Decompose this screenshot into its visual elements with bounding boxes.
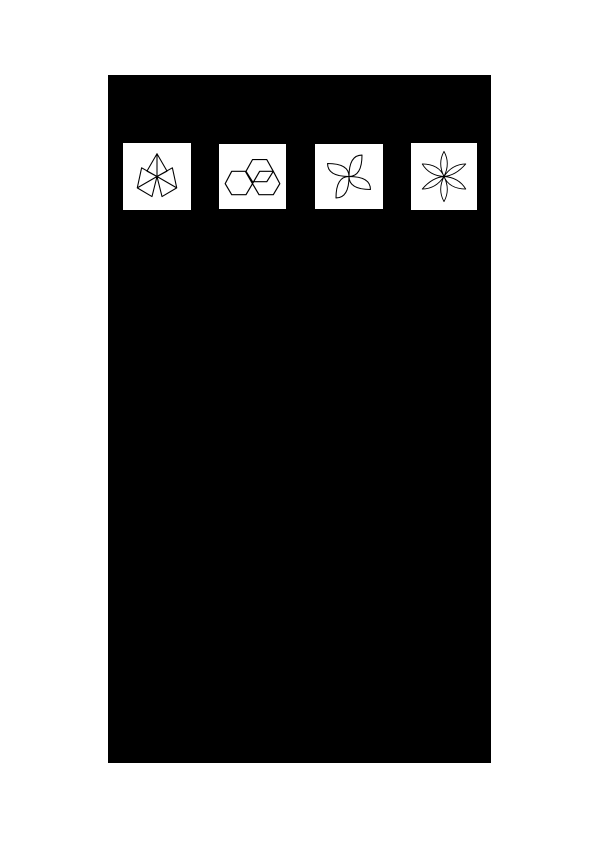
pinwheel-icon — [315, 144, 383, 209]
symbol-tile — [219, 144, 286, 209]
six-petal-flower-icon — [411, 143, 477, 210]
symbol-tile — [315, 144, 383, 209]
three-rhombus-icon — [123, 143, 191, 210]
symbol-tile — [411, 143, 477, 210]
symbol-row — [123, 143, 477, 210]
triple-hex-knot-icon — [219, 144, 286, 209]
symbol-tile — [123, 143, 191, 210]
